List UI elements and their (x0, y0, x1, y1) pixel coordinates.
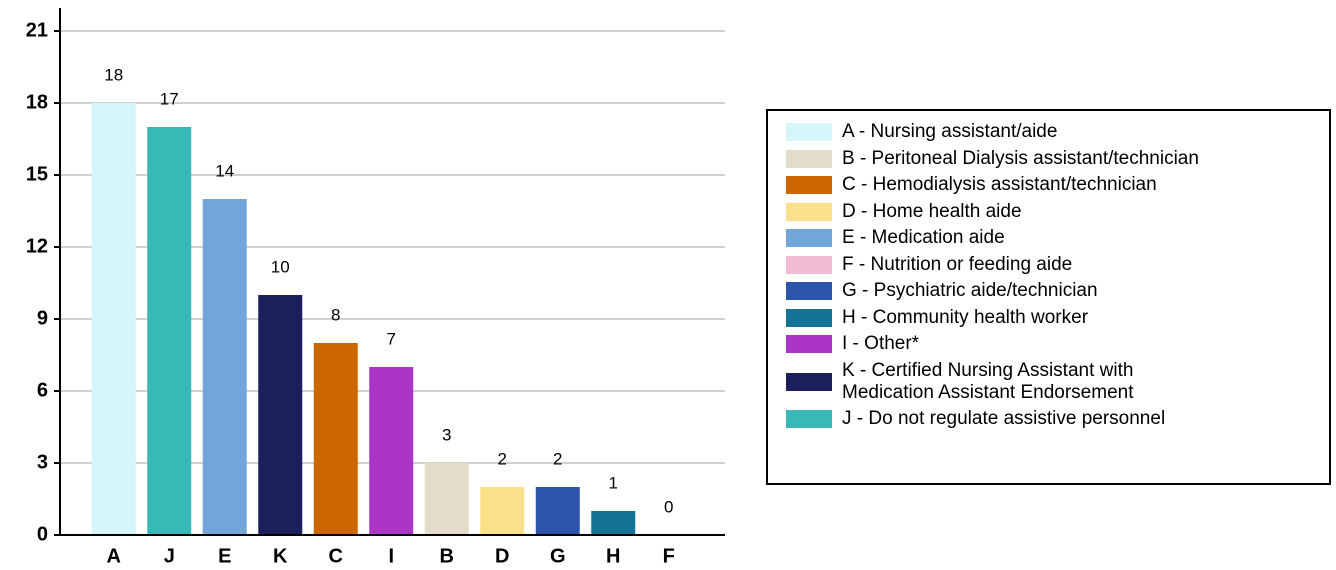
legend-swatch (786, 372, 832, 391)
y-tick-label: 15 (26, 163, 48, 185)
y-tick-label: 0 (37, 523, 48, 545)
legend-label: H - Community health worker (842, 306, 1089, 328)
bar (258, 295, 303, 535)
x-tick-label: C (329, 545, 343, 567)
legend-label: J - Do not regulate assistive personnel (842, 408, 1166, 429)
legend-label: A - Nursing assistant/aide (842, 121, 1058, 142)
value-label: 18 (104, 65, 123, 84)
legend-swatch (786, 308, 832, 327)
legend-label: C - Hemodialysis assistant/technician (842, 174, 1157, 195)
legend-label: F - Nutrition or feeding aide (842, 253, 1073, 275)
value-label: 2 (553, 449, 562, 468)
legend-item: E - Medication aide (786, 227, 1329, 249)
bar (591, 511, 636, 535)
x-tick-label: I (388, 545, 394, 567)
legend-swatch (786, 229, 832, 247)
bar (369, 367, 414, 535)
legend-label: K - Certified Nursing Assistant with Med… (842, 359, 1134, 403)
y-tick-label: 12 (26, 235, 48, 257)
legend-label: D - Home health aide (842, 200, 1022, 222)
x-tick-label: D (495, 545, 509, 567)
x-tick-label: E (218, 545, 231, 567)
y-tick-label: 9 (37, 307, 48, 329)
legend-swatch (786, 202, 832, 221)
bar (480, 487, 525, 535)
value-label: 7 (387, 329, 396, 348)
legend-item: B - Peritoneal Dialysis assistant/techni… (786, 148, 1329, 170)
y-tick-label: 3 (37, 451, 48, 473)
legend-label: I - Other* (842, 333, 920, 354)
bar (424, 463, 469, 535)
legend-label: G - Psychiatric aide/technician (842, 280, 1098, 301)
legend-swatch (786, 149, 832, 168)
x-tick-label: B (440, 545, 454, 567)
value-label: 10 (271, 257, 290, 276)
x-tick-label: K (273, 545, 288, 567)
legend-swatch (786, 335, 832, 353)
x-tick-label: F (663, 545, 675, 567)
legend-item: F - Nutrition or feeding aide (786, 254, 1329, 276)
legend-item: K - Certified Nursing Assistant with Med… (786, 360, 1329, 404)
legend-swatch (786, 123, 832, 141)
legend-item: G - Psychiatric aide/technician (786, 280, 1329, 302)
legend: A - Nursing assistant/aide B - Peritoneal… (766, 109, 1331, 485)
x-tick-label: H (606, 545, 620, 567)
value-label: 2 (498, 449, 507, 468)
value-label: 3 (442, 425, 451, 444)
legend-label: E - Medication aide (842, 227, 1005, 248)
x-tick-label: J (164, 545, 175, 567)
chart: 0 3 6 9 12 15 18 21 A 18 J 17 E 14 K 10 C 8 I 7 B 3 D 2 G 2 H 1 F 0 (26, 8, 725, 567)
legend-swatch (786, 255, 832, 274)
legend-swatch (786, 410, 832, 428)
legend-item: J - Do not regulate assistive personnel (786, 408, 1329, 430)
bar (313, 343, 358, 535)
x-tick-label: G (550, 545, 566, 567)
legend-item: H - Community health worker (786, 307, 1329, 329)
legend-item: A - Nursing assistant/aide (786, 121, 1329, 143)
legend-label: B - Peritoneal Dialysis assistant/techni… (842, 147, 1199, 169)
bar (91, 103, 136, 535)
bar (535, 487, 580, 535)
bar (147, 127, 192, 535)
value-label: 17 (160, 89, 179, 108)
y-tick-label: 21 (26, 19, 48, 41)
legend-item: I - Other* (786, 333, 1329, 355)
y-tick-label: 18 (26, 91, 48, 113)
value-label: 0 (664, 497, 673, 516)
value-label: 14 (215, 161, 234, 180)
value-label: 1 (609, 473, 618, 492)
legend-swatch (786, 176, 832, 194)
legend-item: C - Hemodialysis assistant/technician (786, 174, 1329, 196)
legend-item: D - Home health aide (786, 201, 1329, 223)
x-tick-label: A (107, 545, 121, 567)
legend-swatch (786, 282, 832, 300)
value-label: 8 (331, 305, 340, 324)
y-tick-label: 6 (37, 379, 48, 401)
bar (202, 199, 247, 535)
